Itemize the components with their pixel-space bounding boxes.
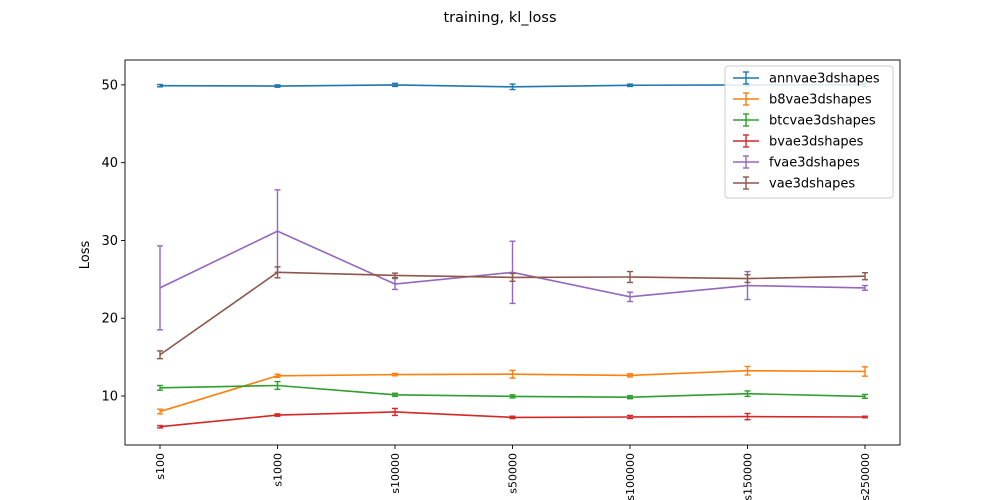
- error-bar: [627, 394, 633, 400]
- error-bar: [509, 369, 516, 379]
- error-bar: [157, 424, 163, 429]
- error-bar: [744, 412, 751, 421]
- y-tick-label: 40: [101, 156, 118, 171]
- x-tick-label: s10000: [389, 453, 402, 494]
- error-bar: [274, 189, 281, 274]
- y-tick-label: 10: [101, 390, 118, 405]
- series-bvae3dshapes: [157, 407, 868, 429]
- error-bar: [392, 272, 398, 279]
- x-tick-label: s100000: [624, 453, 637, 500]
- legend-label: btcvae3dshapes: [769, 114, 876, 129]
- error-bar: [509, 240, 516, 305]
- error-bar: [274, 380, 281, 391]
- error-bar: [392, 277, 398, 291]
- error-bar: [392, 82, 398, 88]
- axes: 10 20 30 40 50 s100 s1000 s10000 s50000 s100000 s1…: [101, 59, 901, 500]
- legend-item: vae3dshapes: [733, 176, 855, 192]
- error-bar: [274, 84, 281, 88]
- legend-label: annvae3dshapes: [769, 72, 880, 87]
- error-bar: [157, 83, 163, 88]
- error-bar: [274, 266, 281, 279]
- x-tick-label: s250000: [859, 453, 872, 500]
- error-bar: [862, 393, 868, 400]
- error-bar: [274, 413, 281, 417]
- error-bar: [157, 408, 163, 415]
- series-btcvae3dshapes: [157, 380, 868, 400]
- error-bar: [157, 350, 163, 360]
- error-bar: [862, 366, 868, 377]
- series-line-bvae3dshapes: [159, 411, 866, 428]
- legend-label: b8vae3dshapes: [769, 93, 872, 108]
- legend: annvae3dshapes b8vae3dshapes btcvae3dshape…: [724, 65, 894, 199]
- error-bar: [744, 273, 751, 284]
- error-bar: [157, 245, 163, 331]
- error-bar: [627, 291, 633, 303]
- x-tick-label: s100: [154, 453, 167, 480]
- y-axis-label: Loss: [78, 241, 93, 270]
- error-bar: [862, 284, 868, 291]
- legend-label: fvae3dshapes: [769, 156, 860, 171]
- plot-area: [157, 82, 868, 429]
- error-bar: [509, 415, 516, 420]
- error-bar: [744, 365, 751, 376]
- y-tick-label: 20: [101, 312, 118, 327]
- error-bar: [392, 392, 398, 398]
- legend-item: bvae3dshapes: [733, 134, 864, 150]
- legend-label: bvae3dshapes: [769, 135, 864, 150]
- series-fvae3dshapes: [157, 189, 868, 331]
- error-bar: [627, 414, 633, 420]
- y-tick-label: 30: [101, 234, 118, 249]
- error-bar: [392, 407, 398, 417]
- x-tick-label: s1000: [272, 453, 285, 487]
- error-bar: [392, 372, 398, 377]
- error-bar: [627, 83, 633, 88]
- error-bar: [274, 373, 281, 379]
- chart-title: training, kl_loss: [443, 10, 556, 26]
- legend-item: annvae3dshapes: [733, 71, 880, 87]
- error-bar: [509, 83, 516, 91]
- error-bar: [509, 272, 516, 282]
- error-bar: [744, 390, 751, 398]
- error-bar: [862, 272, 868, 281]
- error-bar: [627, 373, 633, 378]
- series-vae3dshapes: [157, 266, 868, 360]
- error-bar: [509, 394, 516, 399]
- legend-item: fvae3dshapes: [733, 155, 860, 171]
- x-tick-label: s150000: [742, 453, 755, 500]
- legend-item: btcvae3dshapes: [733, 113, 876, 129]
- legend-box: [724, 65, 894, 199]
- series-b8vae3dshapes: [157, 365, 868, 415]
- error-bar: [627, 270, 633, 284]
- legend-item: b8vae3dshapes: [733, 92, 872, 108]
- legend-label: vae3dshapes: [769, 177, 855, 192]
- y-tick-label: 50: [101, 78, 118, 93]
- error-bar: [862, 415, 868, 419]
- error-bar: [157, 384, 163, 391]
- x-tick-label: s50000: [507, 453, 520, 494]
